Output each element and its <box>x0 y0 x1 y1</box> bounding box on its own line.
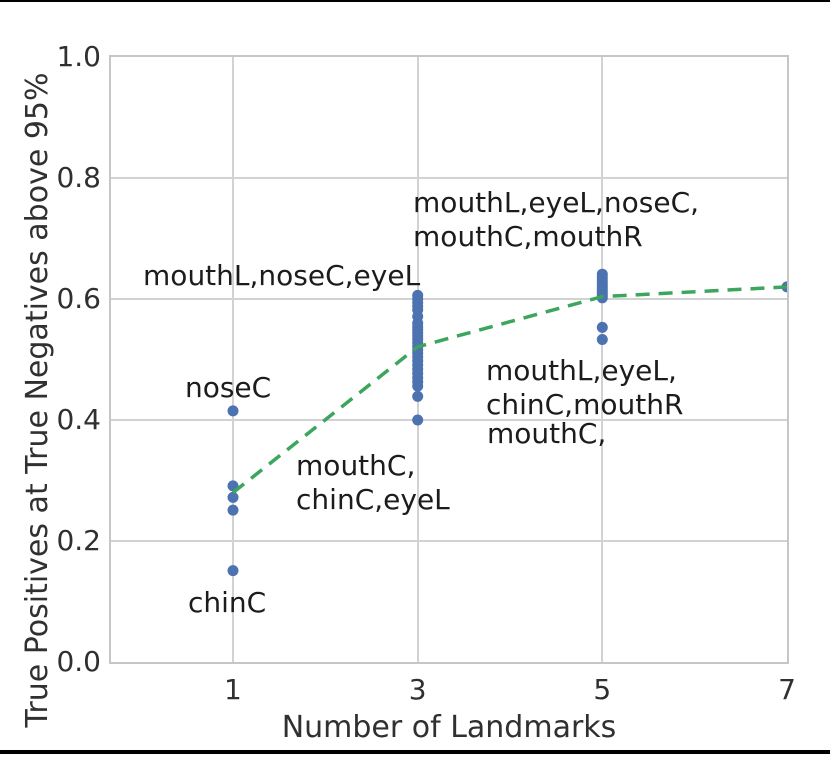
scatter-point <box>412 390 424 402</box>
y-tick-label: 1.0 <box>56 40 101 73</box>
y-tick-label: 0.2 <box>56 524 101 557</box>
scatter-point <box>596 321 608 333</box>
x-axis-label: Number of Landmarks <box>281 710 617 745</box>
scatter-point <box>227 565 239 577</box>
annotation: mouthC, <box>486 416 607 450</box>
y-tick-label: 0.0 <box>56 645 101 678</box>
y-tick-label: 0.4 <box>56 403 101 436</box>
y-tick-label: 0.6 <box>56 282 101 315</box>
x-gridline <box>231 57 234 662</box>
scatter-point <box>227 405 239 417</box>
scatter-point <box>412 414 424 426</box>
y-gridline <box>111 419 787 421</box>
x-tick-label: 1 <box>224 673 242 706</box>
x-tick-label: 7 <box>778 673 796 706</box>
x-tick-label: 5 <box>593 673 612 706</box>
bottom-border <box>0 750 830 754</box>
scatter-point <box>412 380 424 392</box>
plot-area <box>109 55 789 664</box>
annotation: mouthL,noseC,eyeL <box>143 259 421 293</box>
scatter-point <box>227 504 239 516</box>
annotation: noseC <box>184 370 272 404</box>
chart-canvas <box>227 268 787 577</box>
annotation: mouthL,eyeL,noseC, mouthC,mouthR <box>413 185 700 253</box>
annotation: mouthL,eyeL, chinC,mouthR <box>485 354 684 422</box>
annotation: chinC <box>188 585 267 619</box>
y-tick-label: 0.8 <box>56 161 101 194</box>
x-tick-label: 3 <box>408 673 427 706</box>
x-gridline <box>601 57 604 662</box>
mean-line <box>231 285 787 494</box>
top-border <box>0 0 830 2</box>
y-gridline <box>111 298 787 300</box>
scatter-point <box>596 334 608 345</box>
scatter-point <box>227 491 239 503</box>
y-gridline <box>111 177 787 179</box>
y-gridline <box>111 540 787 542</box>
annotation: mouthC, chinC,eyeL <box>296 449 450 517</box>
